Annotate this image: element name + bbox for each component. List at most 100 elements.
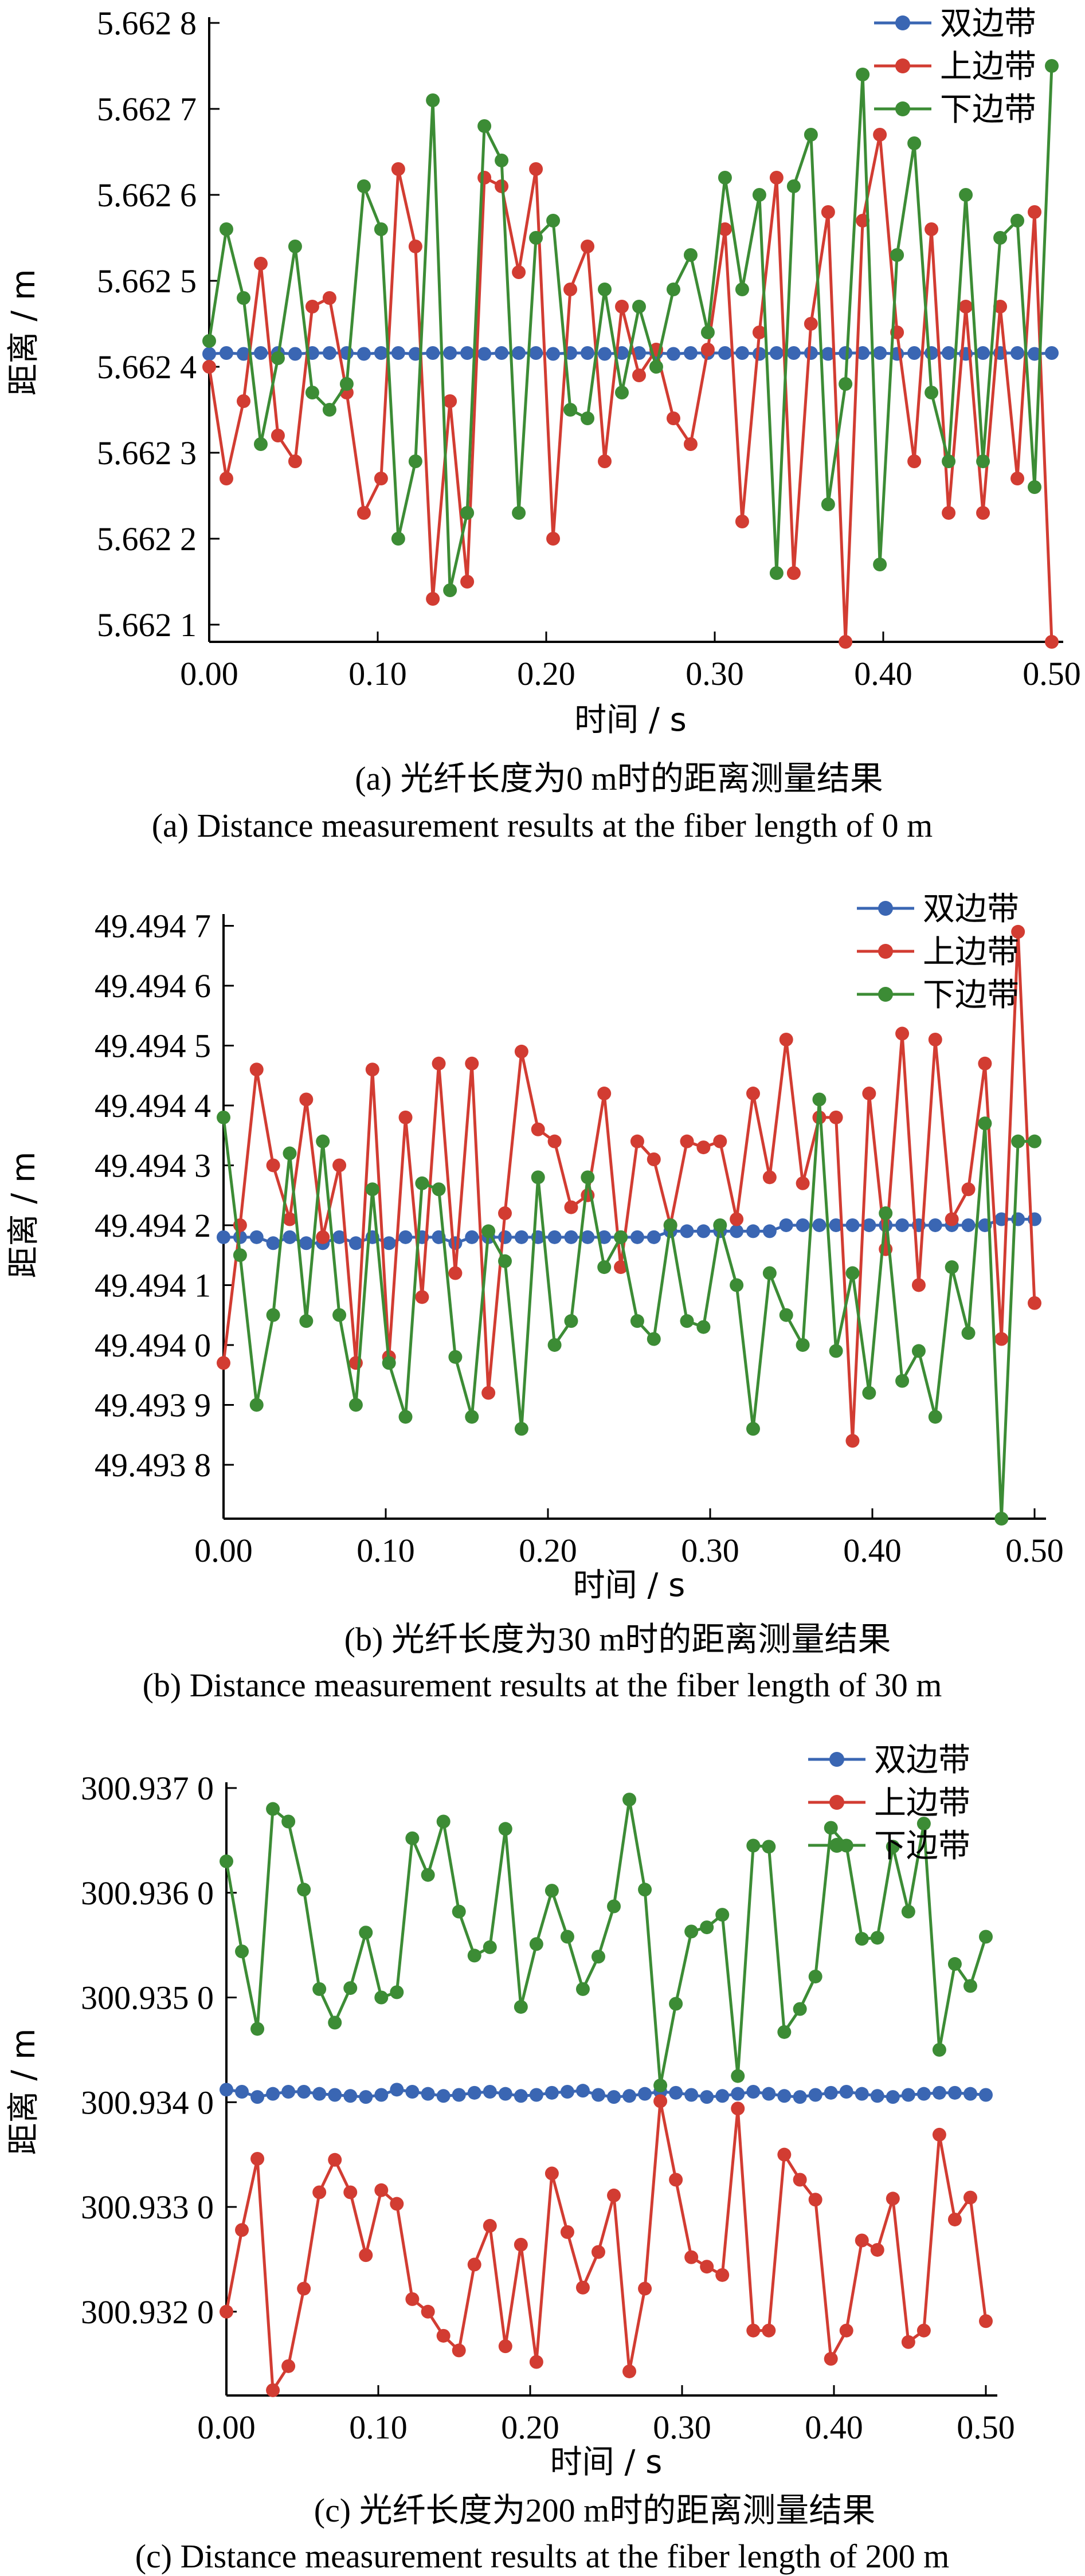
data-point bbox=[448, 1266, 463, 1280]
data-point bbox=[563, 283, 578, 296]
data-point bbox=[467, 2085, 481, 2100]
data-point bbox=[405, 2292, 420, 2306]
data-point bbox=[630, 1134, 644, 1148]
data-point bbox=[312, 2087, 327, 2101]
data-point bbox=[862, 1386, 876, 1400]
data-point bbox=[598, 347, 612, 361]
y-tick-label: 49.494 1 bbox=[95, 1267, 211, 1304]
y-tick-label: 5.662 6 bbox=[97, 177, 197, 214]
y-tick-label: 49.494 3 bbox=[95, 1147, 211, 1184]
data-point bbox=[514, 1422, 528, 1436]
data-point bbox=[1028, 347, 1042, 361]
x-tick-label: 0.20 bbox=[517, 655, 575, 692]
data-point bbox=[630, 1230, 644, 1244]
data-point bbox=[762, 1224, 777, 1238]
data-point bbox=[220, 2083, 233, 2097]
y-tick-label: 49.494 4 bbox=[95, 1087, 211, 1124]
data-point bbox=[696, 1320, 711, 1334]
series-1 bbox=[220, 2094, 993, 2397]
data-point bbox=[862, 1218, 876, 1232]
data-point bbox=[357, 179, 371, 193]
data-point bbox=[680, 1314, 694, 1328]
data-point bbox=[514, 2089, 528, 2103]
data-point bbox=[432, 1056, 446, 1071]
data-point bbox=[735, 283, 749, 296]
data-point bbox=[253, 437, 268, 451]
data-point bbox=[297, 1883, 311, 1897]
data-point bbox=[942, 346, 956, 360]
data-point bbox=[591, 2245, 605, 2259]
data-point bbox=[359, 2090, 373, 2104]
data-point bbox=[281, 1814, 296, 1829]
data-point bbox=[945, 1212, 959, 1226]
data-point bbox=[959, 188, 973, 202]
data-point bbox=[365, 1182, 379, 1197]
legend-entry: 双边带 bbox=[857, 891, 1019, 928]
data-point bbox=[856, 346, 870, 360]
data-point bbox=[299, 1092, 314, 1107]
data-point bbox=[408, 240, 422, 253]
data-point bbox=[839, 2085, 853, 2099]
series-0 bbox=[217, 1212, 1041, 1250]
data-point bbox=[870, 2242, 884, 2257]
data-point bbox=[421, 2087, 435, 2101]
data-point bbox=[731, 2101, 745, 2116]
data-point bbox=[928, 1033, 942, 1046]
data-point bbox=[545, 2085, 559, 2100]
y-tick-label: 49.494 2 bbox=[95, 1207, 211, 1244]
data-point bbox=[683, 346, 698, 360]
data-point bbox=[328, 2016, 342, 2030]
data-point bbox=[498, 1206, 512, 1221]
legend-entry: 下边带 bbox=[857, 977, 1019, 1014]
data-point bbox=[870, 1931, 884, 1945]
data-point bbox=[928, 1218, 942, 1232]
data-point bbox=[266, 1236, 280, 1250]
data-point bbox=[700, 343, 715, 356]
data-point bbox=[343, 2185, 358, 2199]
data-point bbox=[839, 635, 853, 649]
data-point bbox=[916, 2323, 931, 2338]
legend-marker bbox=[829, 1752, 844, 1767]
legend-marker bbox=[895, 15, 910, 30]
y-tick-label: 49.494 0 bbox=[95, 1327, 211, 1364]
series-2 bbox=[220, 1793, 993, 2093]
data-point bbox=[253, 257, 268, 270]
data-point bbox=[855, 2087, 869, 2101]
legend-label: 双边带 bbox=[940, 5, 1036, 42]
data-point bbox=[1045, 59, 1059, 73]
data-point bbox=[297, 2085, 311, 2099]
legend-entry: 下边带 bbox=[808, 1828, 970, 1865]
data-point bbox=[696, 1224, 711, 1238]
data-point bbox=[382, 1236, 396, 1250]
x-tick-label: 0.20 bbox=[501, 2409, 559, 2446]
data-point bbox=[793, 2173, 807, 2187]
data-point bbox=[374, 2088, 389, 2102]
data-point bbox=[547, 1134, 562, 1148]
legend-entry: 双边带 bbox=[874, 5, 1036, 42]
series-1 bbox=[202, 128, 1059, 649]
data-point bbox=[560, 2225, 574, 2239]
data-point bbox=[1045, 346, 1059, 360]
legend-marker bbox=[829, 1838, 844, 1853]
data-point bbox=[812, 1092, 827, 1107]
data-point bbox=[762, 2323, 776, 2338]
chart-b: 0.00 0.10 0.20 0.30 0.40 0.50 49.493 8 49.493 9… bbox=[5, 891, 1064, 1704]
data-point bbox=[895, 1026, 910, 1041]
data-point bbox=[932, 2085, 946, 2100]
data-point bbox=[777, 2025, 792, 2039]
data-point bbox=[824, 2352, 838, 2366]
data-point bbox=[328, 2152, 342, 2167]
data-point bbox=[322, 346, 336, 360]
data-point bbox=[607, 2090, 621, 2104]
data-point bbox=[529, 1937, 543, 1951]
data-point bbox=[266, 1802, 280, 1816]
data-point bbox=[390, 2083, 404, 2097]
series-2 bbox=[217, 1092, 1041, 1526]
data-point bbox=[477, 171, 492, 185]
data-point bbox=[547, 1230, 562, 1244]
series-1 bbox=[217, 924, 1041, 1448]
data-point bbox=[581, 1230, 595, 1244]
data-point bbox=[925, 386, 939, 399]
data-point bbox=[498, 2339, 512, 2354]
data-point bbox=[483, 2085, 497, 2099]
